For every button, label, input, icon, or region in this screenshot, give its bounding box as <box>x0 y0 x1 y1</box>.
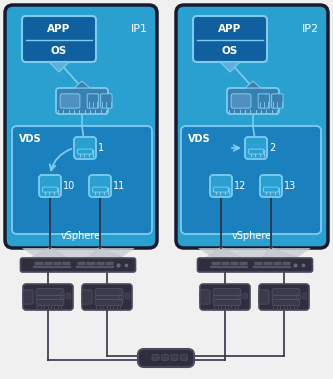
FancyBboxPatch shape <box>60 94 80 108</box>
FancyBboxPatch shape <box>120 293 124 299</box>
Text: OS: OS <box>222 46 238 56</box>
FancyBboxPatch shape <box>74 137 96 159</box>
FancyBboxPatch shape <box>200 290 210 304</box>
Polygon shape <box>49 62 69 72</box>
FancyBboxPatch shape <box>210 175 232 197</box>
FancyBboxPatch shape <box>87 94 99 108</box>
FancyBboxPatch shape <box>263 187 279 192</box>
FancyBboxPatch shape <box>23 284 73 310</box>
FancyBboxPatch shape <box>42 187 58 192</box>
Text: 10: 10 <box>63 181 75 191</box>
FancyBboxPatch shape <box>245 137 267 159</box>
Polygon shape <box>74 81 90 88</box>
FancyBboxPatch shape <box>200 284 250 310</box>
FancyBboxPatch shape <box>258 94 270 108</box>
FancyBboxPatch shape <box>101 94 112 108</box>
Text: VDS: VDS <box>19 134 41 144</box>
FancyBboxPatch shape <box>21 258 136 272</box>
Text: VDS: VDS <box>188 134 210 144</box>
FancyBboxPatch shape <box>193 16 267 62</box>
FancyBboxPatch shape <box>36 288 64 305</box>
FancyBboxPatch shape <box>82 284 132 310</box>
FancyBboxPatch shape <box>162 354 168 360</box>
FancyBboxPatch shape <box>302 293 306 299</box>
Polygon shape <box>220 62 240 72</box>
FancyBboxPatch shape <box>259 284 309 310</box>
Text: vSphere: vSphere <box>232 231 272 241</box>
FancyBboxPatch shape <box>197 258 312 272</box>
Text: IP1: IP1 <box>131 24 148 34</box>
Text: APP: APP <box>218 24 242 34</box>
FancyBboxPatch shape <box>39 175 61 197</box>
FancyBboxPatch shape <box>22 16 96 62</box>
FancyBboxPatch shape <box>152 354 159 360</box>
FancyBboxPatch shape <box>5 5 157 248</box>
FancyBboxPatch shape <box>227 88 279 114</box>
Text: vSphere: vSphere <box>61 231 101 241</box>
FancyBboxPatch shape <box>67 293 71 299</box>
FancyBboxPatch shape <box>126 293 130 299</box>
FancyBboxPatch shape <box>260 175 282 197</box>
FancyBboxPatch shape <box>171 354 178 360</box>
FancyBboxPatch shape <box>180 354 187 360</box>
FancyBboxPatch shape <box>272 288 300 305</box>
FancyBboxPatch shape <box>213 187 228 192</box>
FancyBboxPatch shape <box>296 293 300 299</box>
Polygon shape <box>22 248 135 262</box>
FancyBboxPatch shape <box>95 288 123 305</box>
FancyBboxPatch shape <box>243 293 247 299</box>
Text: OS: OS <box>51 46 67 56</box>
Text: 13: 13 <box>284 181 296 191</box>
FancyBboxPatch shape <box>82 290 92 304</box>
Polygon shape <box>82 248 132 262</box>
FancyBboxPatch shape <box>12 126 152 234</box>
Text: 11: 11 <box>113 181 125 191</box>
Polygon shape <box>198 248 311 262</box>
Polygon shape <box>259 248 309 262</box>
FancyBboxPatch shape <box>237 293 241 299</box>
FancyBboxPatch shape <box>181 126 321 234</box>
FancyBboxPatch shape <box>248 149 264 154</box>
Text: APP: APP <box>47 24 71 34</box>
Polygon shape <box>200 248 250 262</box>
FancyBboxPatch shape <box>272 94 283 108</box>
Text: 2: 2 <box>269 143 275 153</box>
FancyBboxPatch shape <box>61 293 65 299</box>
Text: IP2: IP2 <box>301 24 319 34</box>
FancyBboxPatch shape <box>213 288 241 305</box>
FancyBboxPatch shape <box>176 5 328 248</box>
FancyBboxPatch shape <box>92 187 108 192</box>
Polygon shape <box>245 81 261 88</box>
FancyBboxPatch shape <box>56 88 108 114</box>
FancyBboxPatch shape <box>23 290 33 304</box>
Polygon shape <box>23 248 73 262</box>
FancyBboxPatch shape <box>231 94 251 108</box>
Text: 12: 12 <box>234 181 246 191</box>
FancyBboxPatch shape <box>138 349 194 367</box>
FancyBboxPatch shape <box>89 175 111 197</box>
FancyBboxPatch shape <box>259 290 269 304</box>
FancyBboxPatch shape <box>77 149 93 154</box>
Text: 1: 1 <box>98 143 104 153</box>
